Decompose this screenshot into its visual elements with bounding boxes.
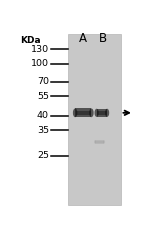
Bar	[75, 109, 91, 117]
Text: 100: 100	[31, 59, 49, 68]
Ellipse shape	[103, 140, 105, 143]
Ellipse shape	[105, 109, 109, 117]
Text: A: A	[79, 32, 87, 45]
Bar	[95, 141, 104, 143]
Ellipse shape	[73, 109, 77, 117]
Bar	[97, 109, 107, 117]
Text: 55: 55	[37, 92, 49, 101]
Text: B: B	[98, 32, 106, 45]
Ellipse shape	[94, 109, 99, 117]
Text: 25: 25	[37, 151, 49, 160]
Text: 70: 70	[37, 77, 49, 86]
Bar	[76, 111, 91, 115]
Bar	[95, 140, 104, 143]
Text: 130: 130	[31, 45, 49, 54]
Bar	[97, 111, 106, 115]
Text: KDa: KDa	[20, 36, 40, 45]
Text: 40: 40	[37, 111, 49, 120]
Ellipse shape	[89, 109, 94, 117]
Ellipse shape	[94, 140, 96, 143]
Text: 35: 35	[37, 126, 49, 135]
Bar	[68, 34, 121, 205]
